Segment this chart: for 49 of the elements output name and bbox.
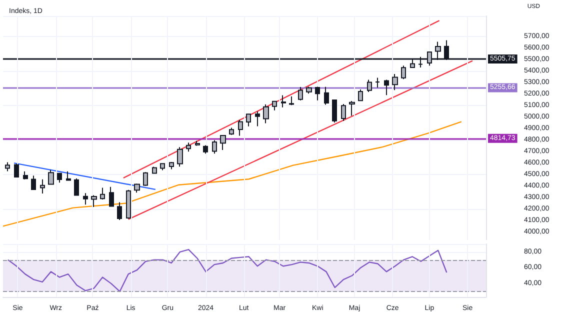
candlestick <box>281 94 286 108</box>
candlestick <box>66 170 71 182</box>
candlestick <box>57 172 62 184</box>
candlestick <box>91 194 97 208</box>
candlestick <box>203 144 208 154</box>
candlestick <box>186 142 191 152</box>
candlestick <box>100 187 105 200</box>
candlestick <box>31 175 36 191</box>
candlestick <box>272 100 277 111</box>
candlestick <box>143 172 148 186</box>
candlestick <box>332 99 337 123</box>
candlestick <box>341 103 346 122</box>
candlestick <box>375 77 380 88</box>
candlestick <box>74 178 79 196</box>
candlestick <box>134 183 140 194</box>
candlestick <box>367 79 372 93</box>
candlestick <box>349 100 355 116</box>
candlestick <box>152 166 157 174</box>
candlestick <box>160 162 165 171</box>
candlestick <box>238 119 243 136</box>
line-series <box>2 121 462 227</box>
candlestick <box>401 65 406 80</box>
line-series <box>7 248 448 292</box>
candlestick <box>117 202 122 221</box>
candlestick <box>298 86 303 101</box>
candlestick <box>14 163 19 178</box>
candlestick <box>289 96 294 106</box>
candlestick <box>23 170 28 180</box>
candlestick <box>195 140 200 146</box>
candlestick <box>5 162 10 172</box>
candlestick <box>255 110 260 127</box>
candlestick <box>177 146 183 168</box>
candlestick <box>384 79 389 96</box>
candlestick <box>229 127 234 136</box>
candlestick <box>169 162 174 170</box>
candlestick <box>324 86 329 106</box>
candlestick <box>126 189 131 220</box>
candlestick <box>220 134 226 150</box>
candlestick <box>83 192 88 206</box>
candlestick <box>358 89 363 102</box>
candlestick <box>109 186 114 207</box>
candlestick <box>315 86 320 101</box>
candlestick <box>263 104 269 124</box>
candlestick <box>392 74 398 91</box>
candlestick <box>212 140 217 154</box>
candlestick <box>48 169 54 186</box>
candlestick <box>40 178 45 194</box>
candlestick <box>246 113 251 127</box>
candlestick <box>306 86 312 94</box>
